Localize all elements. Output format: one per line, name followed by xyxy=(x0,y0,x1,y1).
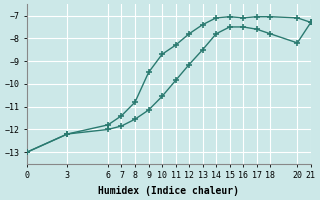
X-axis label: Humidex (Indice chaleur): Humidex (Indice chaleur) xyxy=(98,186,239,196)
